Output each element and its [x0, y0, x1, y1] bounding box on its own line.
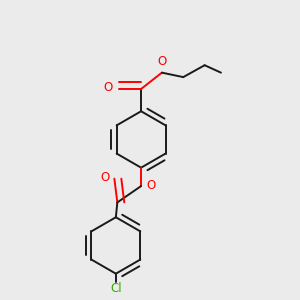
- Text: O: O: [158, 55, 167, 68]
- Text: Cl: Cl: [110, 282, 122, 295]
- Text: O: O: [146, 179, 156, 192]
- Text: O: O: [100, 171, 109, 184]
- Text: O: O: [103, 81, 113, 94]
